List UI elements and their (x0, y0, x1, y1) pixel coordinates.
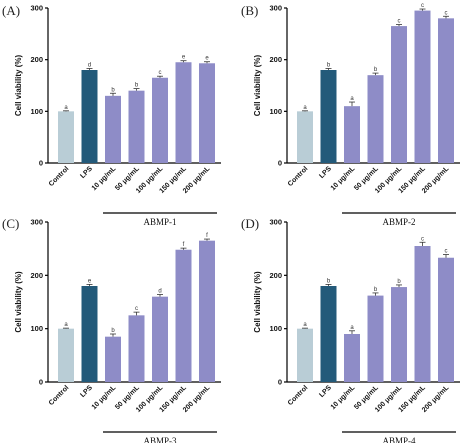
significance-letter: c (135, 306, 138, 312)
category-label: Control (48, 165, 71, 188)
significance-letter: b (111, 87, 115, 93)
bar (81, 286, 98, 382)
bar (414, 246, 431, 382)
significance-letter: e (182, 55, 186, 61)
bar (391, 26, 407, 164)
bar (199, 63, 215, 163)
bar (297, 111, 313, 163)
y-axis-title: Cell viability (%) (253, 271, 262, 333)
category-label: Control (48, 384, 71, 407)
y-tick-label: 100 (269, 107, 282, 116)
panel-label: (D) (241, 216, 259, 231)
panel-c: (C) Cell viability (%) 0 100 200 300 a Control e… (2, 216, 221, 443)
bar (344, 334, 360, 382)
bar (344, 106, 360, 163)
significance-letter: b (135, 83, 139, 89)
bar (128, 90, 145, 163)
significance-letter: c (445, 249, 448, 255)
bar (367, 75, 384, 163)
significance-letter: a (303, 105, 307, 111)
y-tick-label: 200 (30, 271, 43, 280)
bar (128, 315, 145, 382)
bar (438, 18, 454, 164)
group-label: ABMP-4 (382, 436, 416, 443)
panel-b: (B) Cell viability (%) 0 100 200 300 a Control b… (241, 3, 460, 227)
significance-letter: f (206, 233, 208, 239)
y-tick-label: 300 (30, 218, 43, 227)
significance-letter: c (159, 70, 162, 76)
bar (152, 296, 168, 382)
bar (175, 249, 192, 382)
y-tick-label: 100 (30, 324, 43, 333)
bar (105, 95, 121, 163)
y-tick-label: 200 (269, 55, 282, 64)
category-label: Control (287, 165, 310, 188)
panel-label: (C) (2, 216, 19, 231)
category-label: LPS (318, 165, 333, 180)
y-tick-label: 0 (278, 378, 282, 387)
panel-d: (D) Cell viability (%) 0 100 200 300 a Control b… (241, 216, 460, 443)
group-label: ABMP-1 (143, 217, 176, 227)
bar (105, 336, 121, 382)
bar (320, 70, 337, 163)
bar (58, 328, 74, 382)
bar (367, 295, 384, 382)
significance-letter: b (111, 328, 115, 334)
bar (199, 240, 215, 382)
significance-letter: c (398, 19, 401, 25)
significance-letter: b (397, 279, 401, 285)
significance-letter: c (421, 3, 424, 9)
significance-letter: c (445, 10, 448, 16)
y-tick-label: 200 (269, 271, 282, 280)
significance-letter: e (88, 278, 92, 284)
bar (297, 328, 313, 382)
y-axis-title: Cell viability (%) (14, 54, 23, 116)
bar (320, 286, 337, 382)
y-tick-label: 100 (30, 107, 43, 116)
significance-letter: a (303, 322, 307, 328)
bar (438, 257, 454, 382)
significance-letter: a (350, 325, 354, 331)
y-tick-label: 300 (30, 4, 43, 13)
y-tick-label: 100 (269, 324, 282, 333)
significance-letter: b (327, 278, 331, 284)
bar (175, 62, 192, 163)
y-tick-label: 0 (39, 378, 43, 387)
significance-letter: b (374, 287, 378, 293)
bar (152, 77, 168, 163)
y-axis-title: Cell viability (%) (253, 54, 262, 116)
significance-letter: a (64, 105, 68, 111)
panel-a: (A) Cell viability (%) 0 100 200 300 a Control d… (2, 3, 221, 227)
y-tick-label: 200 (30, 55, 43, 64)
bar (58, 111, 74, 163)
significance-letter: f (183, 242, 185, 248)
significance-letter: b (374, 67, 378, 73)
significance-letter: a (64, 322, 68, 328)
significance-letter: c (421, 236, 424, 242)
category-label: LPS (318, 384, 333, 399)
significance-letter: d (88, 62, 91, 68)
y-axis-title: Cell viability (%) (14, 271, 23, 333)
category-label: Control (287, 384, 310, 407)
y-tick-label: 300 (269, 218, 282, 227)
panel-label: (B) (241, 3, 258, 18)
group-label: ABMP-2 (382, 217, 415, 227)
significance-letter: e (205, 56, 209, 62)
category-label: LPS (79, 384, 94, 399)
bar (391, 287, 407, 382)
bar (414, 10, 431, 164)
significance-letter: b (327, 62, 331, 68)
y-tick-label: 0 (39, 159, 43, 168)
panel-label: (A) (2, 3, 20, 18)
group-label: ABMP-3 (143, 436, 177, 443)
bar (81, 70, 98, 163)
y-tick-label: 300 (269, 4, 282, 13)
significance-letter: d (158, 289, 161, 295)
y-tick-label: 0 (278, 159, 282, 168)
category-label: LPS (79, 165, 94, 180)
significance-letter: a (350, 96, 354, 102)
